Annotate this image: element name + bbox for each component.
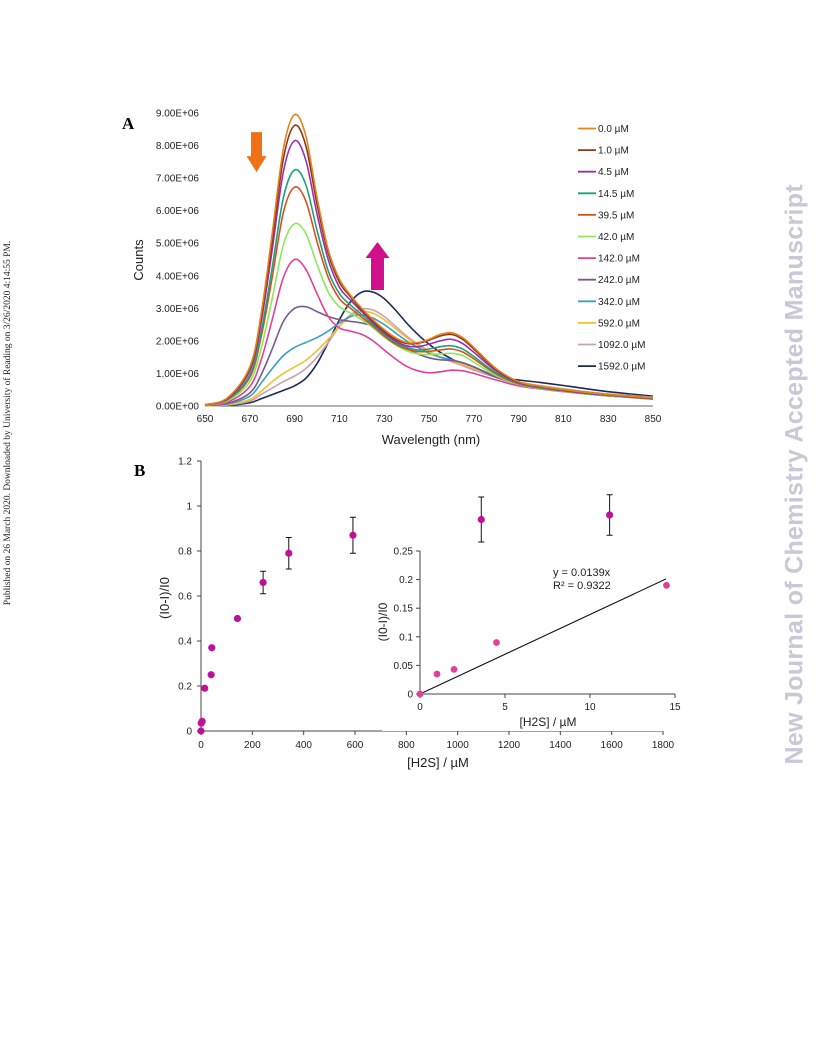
panel-b-xtick-label: 1200 [498,740,521,751]
inset-xtick-label: 0 [417,702,423,713]
panel-a-xtick-label: 850 [645,414,662,425]
panel-b-ytick-label: 1.2 [178,457,192,468]
panel-a-xtick-label: 710 [331,414,348,425]
data-point [201,684,209,692]
inset-ytick-label: 0.25 [394,547,414,558]
panel-b-xtick-label: 400 [295,740,312,751]
panel-a-xtick-label: 770 [465,414,482,425]
panel-b-ytick-label: 0.2 [178,682,192,693]
legend-entry-label: 4.5 µM [598,167,629,178]
inset-ytick-label: 0.15 [394,604,414,615]
legend-entry-label: 242.0 µM [598,275,640,286]
panel-a-ytick-label: 5.00E+06 [156,239,200,250]
panel-a-xtick-label: 810 [555,414,572,425]
inset-data-point [663,581,670,589]
panel-a-chart: 0.00E+00 1.00E+06 2.00E+06 3.00E+06 4.00E+06… [156,109,662,426]
legend-entry-label: 39.5 µM [598,210,634,221]
panel-a-xtick-label: 650 [197,414,214,425]
panel-b-xtick-label: 600 [347,740,364,751]
panel-a-xtick-label: 750 [421,414,438,425]
panel-a-ytick-label: 4.00E+06 [156,271,200,282]
panel-b-ytick-label: 1 [186,502,192,513]
panel-b-ylabel: (I0-I)/I0 [157,577,172,619]
legend-entry-label: 342.0 µM [598,297,640,308]
panel-b-xtick-label: 1800 [652,740,675,751]
panel-b-ytick-label: 0.6 [178,592,192,603]
panel-b-xtick-label: 200 [244,740,261,751]
inset-data-point [493,639,500,646]
panel-a-ytick-label: 8.00E+06 [156,141,200,152]
data-point [285,549,293,557]
legend-entry-label: 42.0 µM [598,232,634,243]
inset-data-point [450,666,458,673]
inset-ytick-label: 0.2 [399,575,413,586]
panel-a-xtick-label: 830 [600,414,617,425]
panel-b-ytick-label: 0.4 [178,637,192,648]
panel-b-ytick-label: 0 [186,727,192,738]
panel-a-ytick-label: 7.00E+06 [156,174,200,185]
legend-entry-label: 14.5 µM [598,189,634,200]
up-arrow-icon [365,242,390,291]
panel-a-ytick-label: 6.00E+06 [156,206,200,217]
inset-background [382,543,687,731]
panel-a-ytick-label: 1.00E+06 [156,369,200,380]
inset-ytick-label: 0.05 [394,661,414,672]
legend-entry-label: 1592.0 µM [598,362,645,373]
panel-a-letter: A [122,114,135,133]
data-point [207,671,215,679]
legend-entry-label: 142.0 µM [598,254,640,265]
inset-data-point [416,690,424,698]
data-point [208,644,216,652]
inset-fit-line [419,578,667,695]
data-point [349,531,357,539]
down-arrow-icon [246,132,267,173]
inset-xtick-label: 10 [584,702,596,713]
panel-a-ylabel: Counts [131,239,146,281]
inset-ylabel: (I0-I)/I0 [376,602,390,641]
data-point [197,727,205,735]
inset-ytick-label: 0.1 [399,632,413,643]
inset-fit-r2: R² = 0.9322 [553,580,611,592]
legend-entry-label: 1.0 µM [598,146,629,157]
data-point [606,511,614,519]
panel-a-ytick-label: 2.00E+06 [156,336,200,347]
panel-b-xlabel: [H2S] / µM [407,755,469,770]
panel-a-ytick-label: 3.00E+06 [156,304,200,315]
panel-a-xlabel: Wavelength (nm) [382,432,481,447]
panel-a-legend: 0.0 µM 1.0 µM 4.5 µM 14.5 µM 39.5 µM 42.0 µM 1… [578,124,645,373]
data-point [233,614,242,623]
legend-entry-label: 1092.0 µM [598,340,645,351]
panel-b-xtick-label: 0 [198,740,204,751]
inset-fit-equation: y = 0.0139x [553,567,611,579]
panel-a-ytick-label: 0.00E+00 [156,402,200,413]
inset-xtick-label: 5 [502,702,508,713]
data-point [259,578,267,587]
panel-b-xtick-label: 1400 [549,740,572,751]
panel-b-letter: B [134,461,145,480]
panel-a-xtick-label: 690 [286,414,303,425]
panel-a-xtick-label: 670 [241,414,258,425]
panel-a-xtick-label: 730 [376,414,393,425]
panel-a-series-line [204,290,654,407]
panel-a-ytick-label: 9.00E+06 [156,109,200,120]
panel-a-series-line [204,113,654,406]
panel-a-series-line [204,139,654,406]
data-point [477,515,485,524]
inset-ytick-label: 0 [407,690,413,701]
inset-xlabel: [H2S] / µM [520,715,577,729]
panel-a-xtick-label: 790 [510,414,527,425]
inset-xtick-label: 15 [669,702,681,713]
panel-b-xtick-label: 1000 [447,740,470,751]
legend-entry-label: 0.0 µM [598,124,629,135]
panel-b-ytick-label: 0.8 [178,547,192,558]
data-point [198,717,206,725]
inset-data-point [433,670,441,678]
panel-b-xtick-label: 1600 [601,740,624,751]
panel-b-xtick-label: 800 [398,740,415,751]
legend-entry-label: 592.0 µM [598,318,640,329]
panel-b-inset: 0 0.05 0.1 0.15 0.2 0.25 0 5 10 15 [382,543,687,731]
